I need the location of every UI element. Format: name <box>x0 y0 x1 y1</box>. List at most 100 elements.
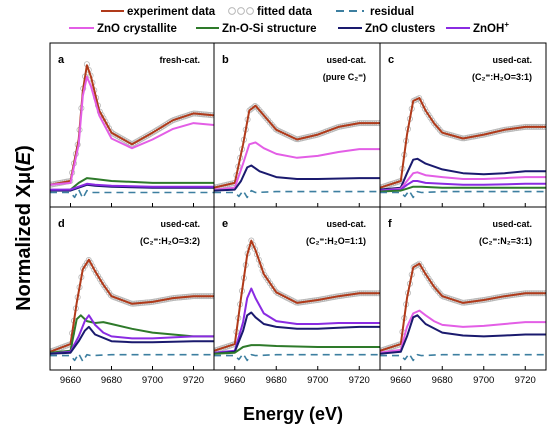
legend-item-znosi: Zn-O-Si structure <box>196 23 317 35</box>
panel-f-letter: f <box>388 218 392 230</box>
panel-f-xtick-label-9720: 9720 <box>515 375 536 386</box>
panel-d: d used-cat. (C₂⁼:H₂O=3:2) 9660 9680 9700 9720 <box>49 206 215 386</box>
panel-d-series-znoh <box>50 314 214 355</box>
y-axis-label: Normalized Xμ(E) <box>13 145 35 311</box>
panel-b-letter: b <box>222 54 229 66</box>
panel-d-xtick-label-9720: 9720 <box>183 375 204 386</box>
panel-f-series-zno-crystallite <box>380 309 546 354</box>
panel-d-series-zno-clusters <box>50 325 214 355</box>
panel-e-series-residual <box>214 352 380 362</box>
panel-d-label-2: (C₂⁼:H₂O=3:2) <box>140 236 200 246</box>
panel-b-label-2: (pure C₂⁼) <box>323 72 366 82</box>
panel-f-label-2: (C₂⁼:N₂=3:1) <box>479 236 532 246</box>
legend-label-clusters: ZnO clusters <box>365 23 435 35</box>
y-axis-label-main: Normalized Xμ( <box>13 165 35 311</box>
panel-c-series-znoh <box>380 180 546 192</box>
panel-d-series-fitted-data-point <box>94 272 101 279</box>
y-axis-label-text: Normalized Xμ(E) <box>13 145 35 311</box>
panel-c-series-zno-crystallite <box>380 171 546 192</box>
panel-f-frame <box>379 206 547 371</box>
panel-c-letter: c <box>388 54 394 66</box>
panel-e: e used-cat. (C₂⁼:H₂O=1:1) 9660 9680 9700 9720 <box>213 206 381 386</box>
panel-a: a fresh-cat. <box>49 42 215 208</box>
panel-c-label-2: (C₂⁼:H₂O=3:1) <box>472 72 532 82</box>
panel-b: b used-cat. (pure C₂⁼) <box>213 42 381 208</box>
legend-swatch-fitted-3 <box>246 7 254 15</box>
panel-b-series-fitted-data-point <box>252 103 259 110</box>
panel-a-letter: a <box>58 54 65 66</box>
panel-b-series-experiment-data <box>214 104 380 189</box>
legend: experiment data fitted data residual ZnO… <box>69 6 509 35</box>
panel-f-xtick-label-9680: 9680 <box>432 375 453 386</box>
panel-a-series-znoh <box>50 182 214 191</box>
panel-b-series-fitted-data-point <box>248 105 255 112</box>
panel-d-series-fitted-data-point <box>96 275 103 282</box>
panel-c-series-zno-clusters <box>380 157 546 191</box>
panel-b-series <box>214 103 380 199</box>
panel-f: f used-cat. (C₂⁼:N₂=3:1) 9660 9680 9700 9720 <box>379 206 547 386</box>
y-axis-label-var: E <box>13 151 35 165</box>
legend-swatch-fitted-2 <box>237 7 245 15</box>
panel-f-series-residual <box>380 352 546 362</box>
panel-b-label-1: used-cat. <box>326 55 366 65</box>
panel-a-series-fitted-data <box>50 61 214 188</box>
panel-f-series-zno-clusters <box>380 314 546 355</box>
legend-item-fitted: fitted data <box>228 6 313 18</box>
panel-f-xtick-label-9700: 9700 <box>473 375 494 386</box>
legend-label-crystallite: ZnO crystallite <box>97 23 177 35</box>
legend-item-crystallite: ZnO crystallite <box>69 23 177 35</box>
legend-label-znoh: ZnOH+ <box>473 20 509 35</box>
panel-c-series-residual <box>380 189 546 199</box>
legend-item-experiment: experiment data <box>101 6 216 18</box>
panel-d-series-residual <box>50 352 214 363</box>
x-axis-label: Energy (eV) <box>243 404 343 424</box>
panel-f-xtick-label-9660: 9660 <box>390 375 411 386</box>
panel-c-series-experiment-data <box>380 97 546 189</box>
panel-a-series <box>50 61 214 200</box>
panel-e-label-2: (C₂⁼:H₂O=1:1) <box>306 236 366 246</box>
panel-e-xtick-label-9700: 9700 <box>307 375 328 386</box>
panel-f-series <box>380 260 546 362</box>
panel-d-label-1: used-cat. <box>160 219 200 229</box>
panel-e-xtick-label-9720: 9720 <box>349 375 370 386</box>
panel-e-series-zn-o-si-structure <box>214 344 380 355</box>
panel-e-letter: e <box>222 218 228 230</box>
legend-label-experiment: experiment data <box>127 6 216 18</box>
panel-c-series-fitted-data-point <box>418 98 425 105</box>
panel-e-xtick-label-9680: 9680 <box>266 375 287 386</box>
panel-c-series-zn-o-si-structure <box>380 185 546 193</box>
panel-c-series-fitted-data-point <box>421 105 428 112</box>
panel-e-series-zno-clusters <box>214 311 380 355</box>
panel-grid: a fresh-cat. b used-cat. (pure C₂⁼) c used-cat… <box>49 42 547 386</box>
panel-c-label-1: used-cat. <box>492 55 532 65</box>
legend-label-fitted: fitted data <box>257 6 313 18</box>
panel-c-series <box>380 95 546 199</box>
panel-c-series-fitted-data-point <box>416 95 423 102</box>
panel-c: c used-cat. (C₂⁼:H₂O=3:1) <box>379 42 547 208</box>
panel-d-xtick-label-9680: 9680 <box>101 375 122 386</box>
panel-d-series-fitted-data-point <box>107 292 114 299</box>
panel-e-series-experiment-data <box>214 239 380 352</box>
panel-c-series-fitted-data-point <box>419 102 426 109</box>
panel-c-series-fitted-data <box>380 95 546 191</box>
panel-a-series-zno-crystallite <box>50 75 214 186</box>
y-axis-label-close: ) <box>13 145 35 152</box>
panel-d-series-experiment-data <box>50 258 214 353</box>
panel-e-series-znoh <box>214 287 380 354</box>
panel-b-series-zno-clusters <box>214 164 380 192</box>
panel-d-series <box>50 257 214 363</box>
panel-a-label-1: fresh-cat. <box>159 55 200 65</box>
panel-d-series-fitted-data-point <box>91 266 98 273</box>
panel-d-xtick-label-9660: 9660 <box>60 375 81 386</box>
panel-e-label-1: used-cat. <box>326 219 366 229</box>
panel-f-label-1: used-cat. <box>492 219 532 229</box>
legend-label-znosi: Zn-O-Si structure <box>222 23 317 35</box>
panel-b-series-residual <box>214 189 380 199</box>
panel-f-series-fitted-data-point <box>419 266 426 273</box>
legend-item-residual: residual <box>336 6 414 18</box>
panel-d-xtick-label-9700: 9700 <box>142 375 163 386</box>
panel-f-series-fitted-data-point <box>418 263 425 270</box>
panel-d-letter: d <box>58 218 65 230</box>
panel-f-series-fitted-data-point <box>421 269 428 276</box>
